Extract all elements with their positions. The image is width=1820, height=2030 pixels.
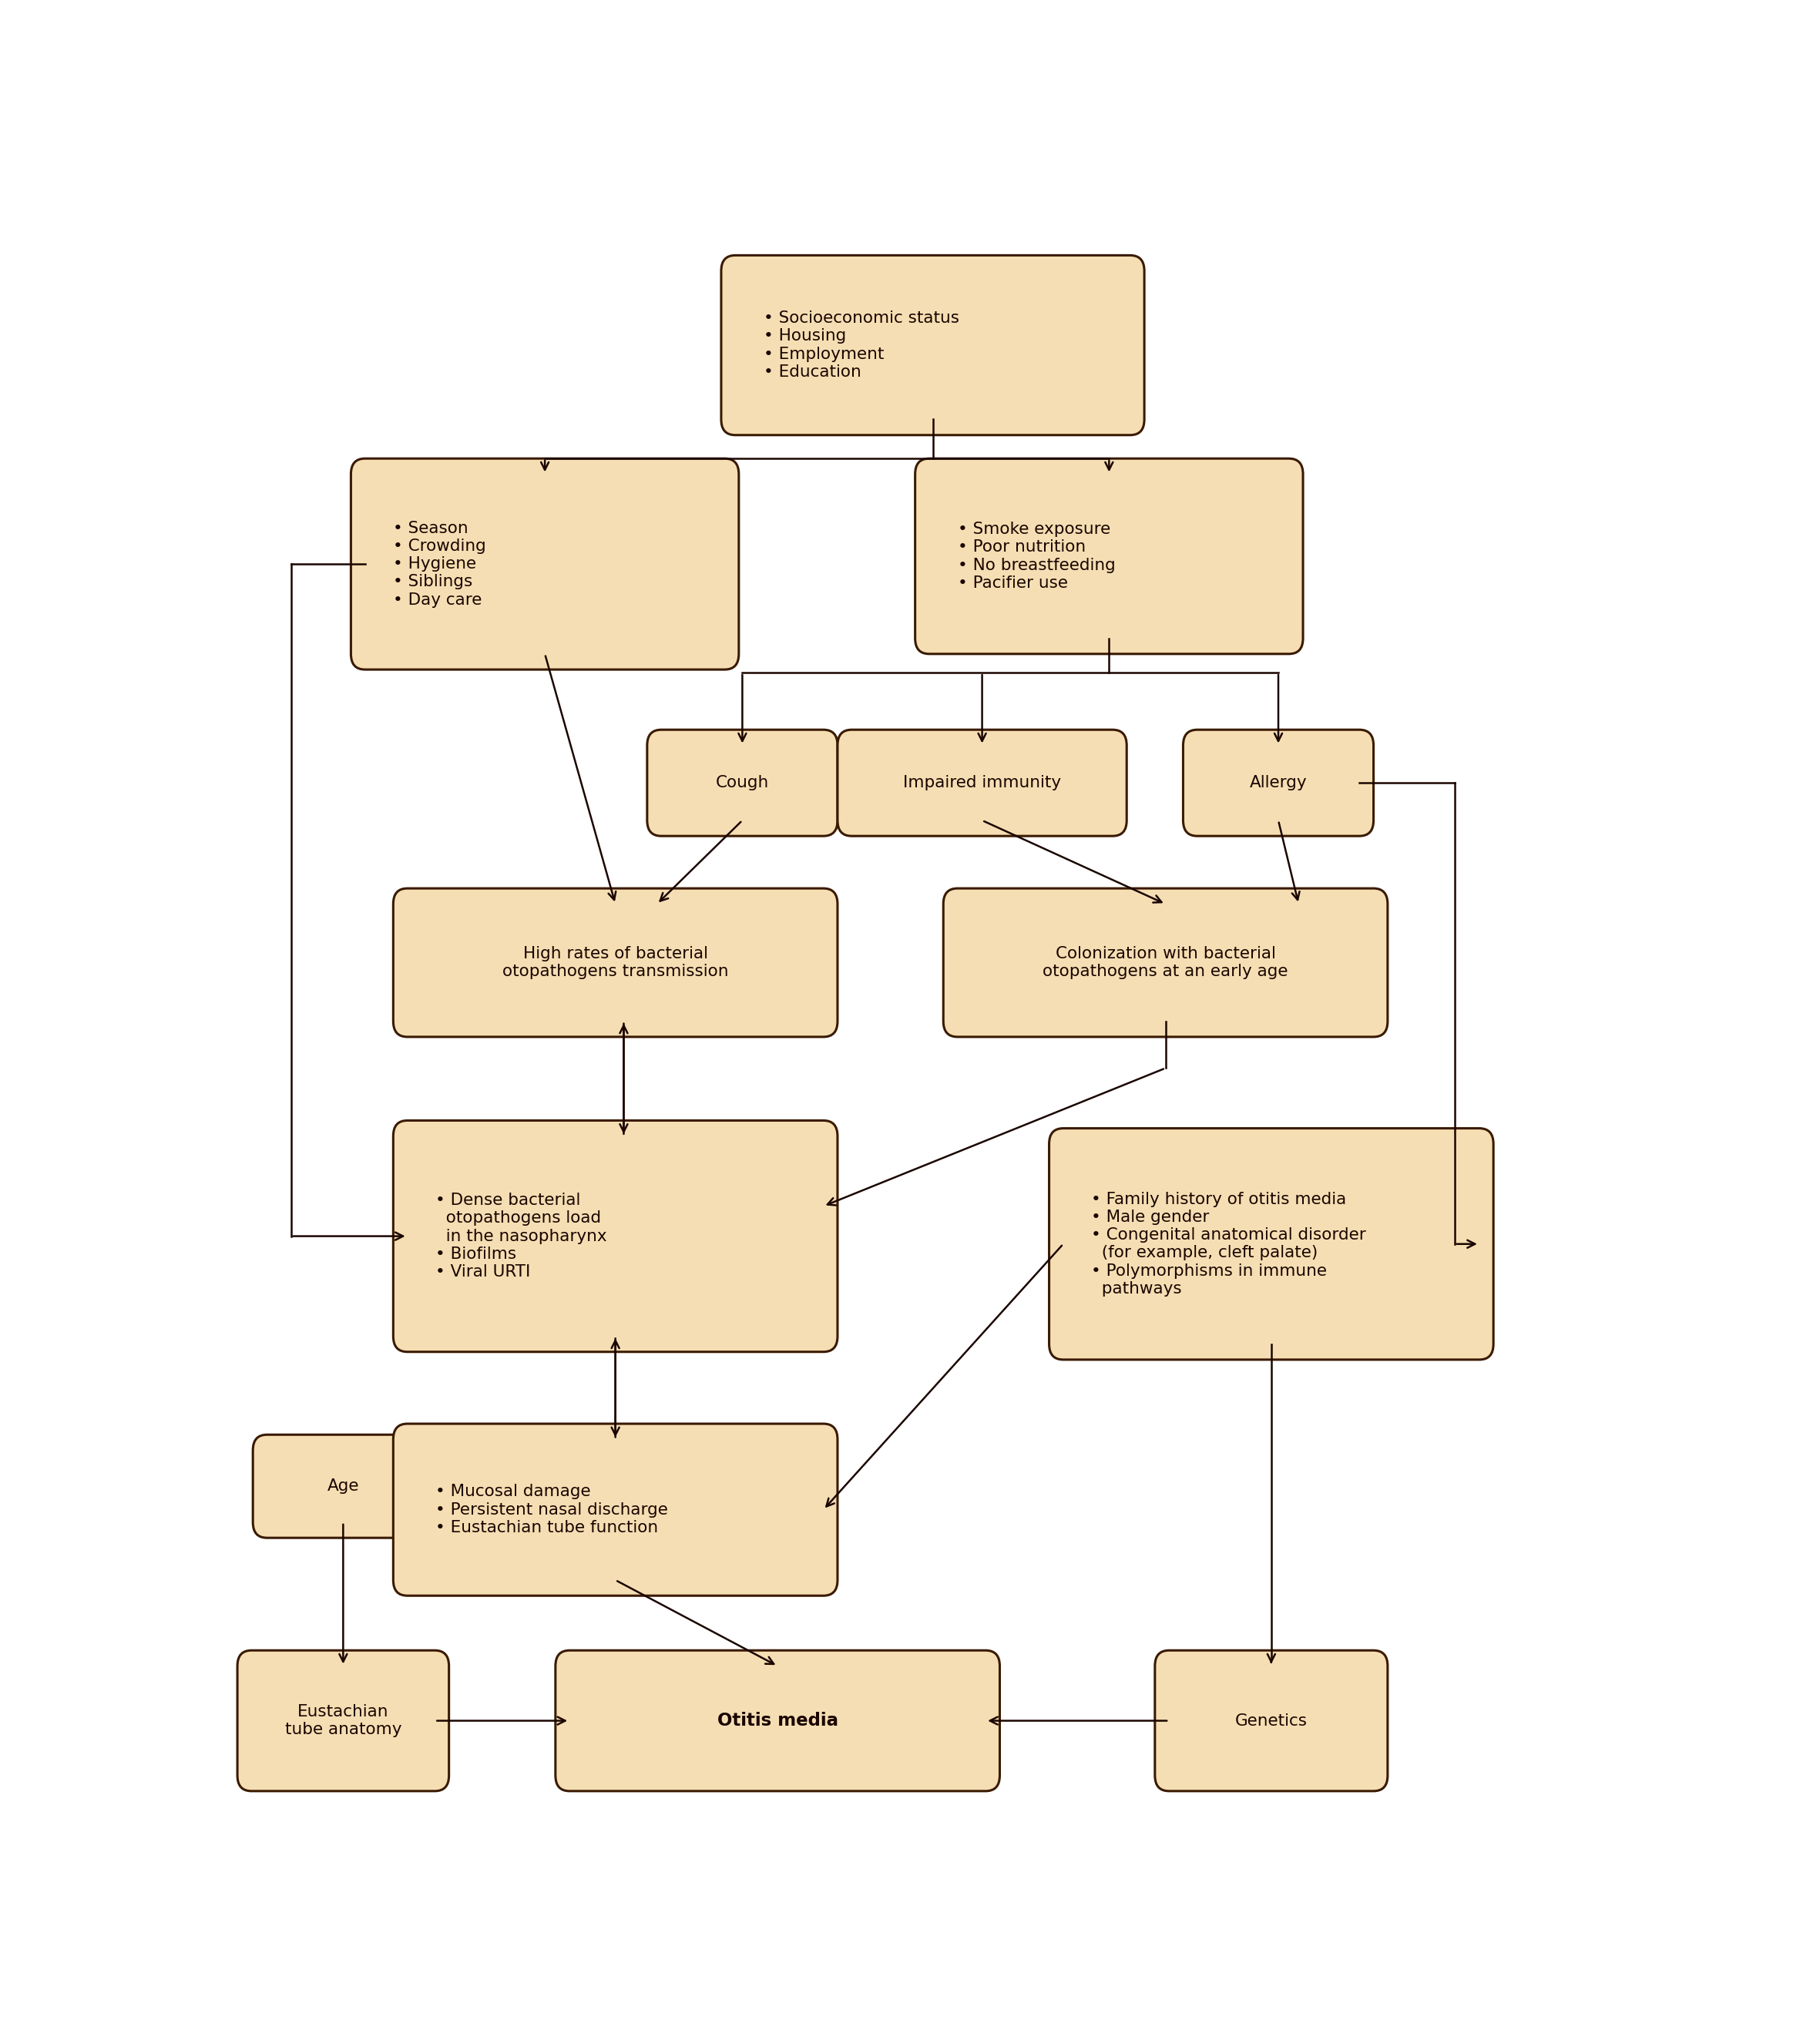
Text: Allergy: Allergy	[1250, 775, 1307, 790]
Text: Colonization with bacterial
otopathogens at an early age: Colonization with bacterial otopathogens…	[1043, 946, 1289, 978]
FancyBboxPatch shape	[943, 889, 1387, 1037]
FancyBboxPatch shape	[1048, 1129, 1494, 1360]
FancyBboxPatch shape	[721, 256, 1145, 434]
Text: • Season
• Crowding
• Hygiene
• Siblings
• Day care: • Season • Crowding • Hygiene • Siblings…	[393, 520, 486, 607]
FancyBboxPatch shape	[393, 889, 837, 1037]
Text: • Mucosal damage
• Persistent nasal discharge
• Eustachian tube function: • Mucosal damage • Persistent nasal disc…	[435, 1484, 668, 1535]
FancyBboxPatch shape	[1156, 1650, 1387, 1790]
Text: Impaired immunity: Impaired immunity	[903, 775, 1061, 790]
Text: • Socioeconomic status
• Housing
• Employment
• Education: • Socioeconomic status • Housing • Emplo…	[764, 311, 959, 380]
FancyBboxPatch shape	[253, 1435, 433, 1539]
FancyBboxPatch shape	[915, 459, 1303, 654]
Text: Age: Age	[328, 1478, 359, 1494]
Text: Eustachian
tube anatomy: Eustachian tube anatomy	[284, 1703, 402, 1738]
Text: • Smoke exposure
• Poor nutrition
• No breastfeeding
• Pacifier use: • Smoke exposure • Poor nutrition • No b…	[957, 522, 1116, 591]
Text: • Dense bacterial
  otopathogens load
  in the nasopharynx
• Biofilms
• Viral UR: • Dense bacterial otopathogens load in t…	[435, 1194, 608, 1279]
FancyBboxPatch shape	[648, 729, 837, 836]
Text: • Family history of otitis media
• Male gender
• Congenital anatomical disorder
: • Family history of otitis media • Male …	[1092, 1192, 1367, 1297]
FancyBboxPatch shape	[237, 1650, 450, 1790]
FancyBboxPatch shape	[1183, 729, 1374, 836]
Text: Otitis media: Otitis media	[717, 1711, 837, 1730]
FancyBboxPatch shape	[837, 729, 1127, 836]
Text: Cough: Cough	[715, 775, 770, 790]
FancyBboxPatch shape	[351, 459, 739, 670]
FancyBboxPatch shape	[555, 1650, 999, 1790]
FancyBboxPatch shape	[393, 1121, 837, 1352]
FancyBboxPatch shape	[393, 1423, 837, 1596]
Text: Genetics: Genetics	[1236, 1713, 1307, 1728]
Text: High rates of bacterial
otopathogens transmission: High rates of bacterial otopathogens tra…	[502, 946, 728, 978]
